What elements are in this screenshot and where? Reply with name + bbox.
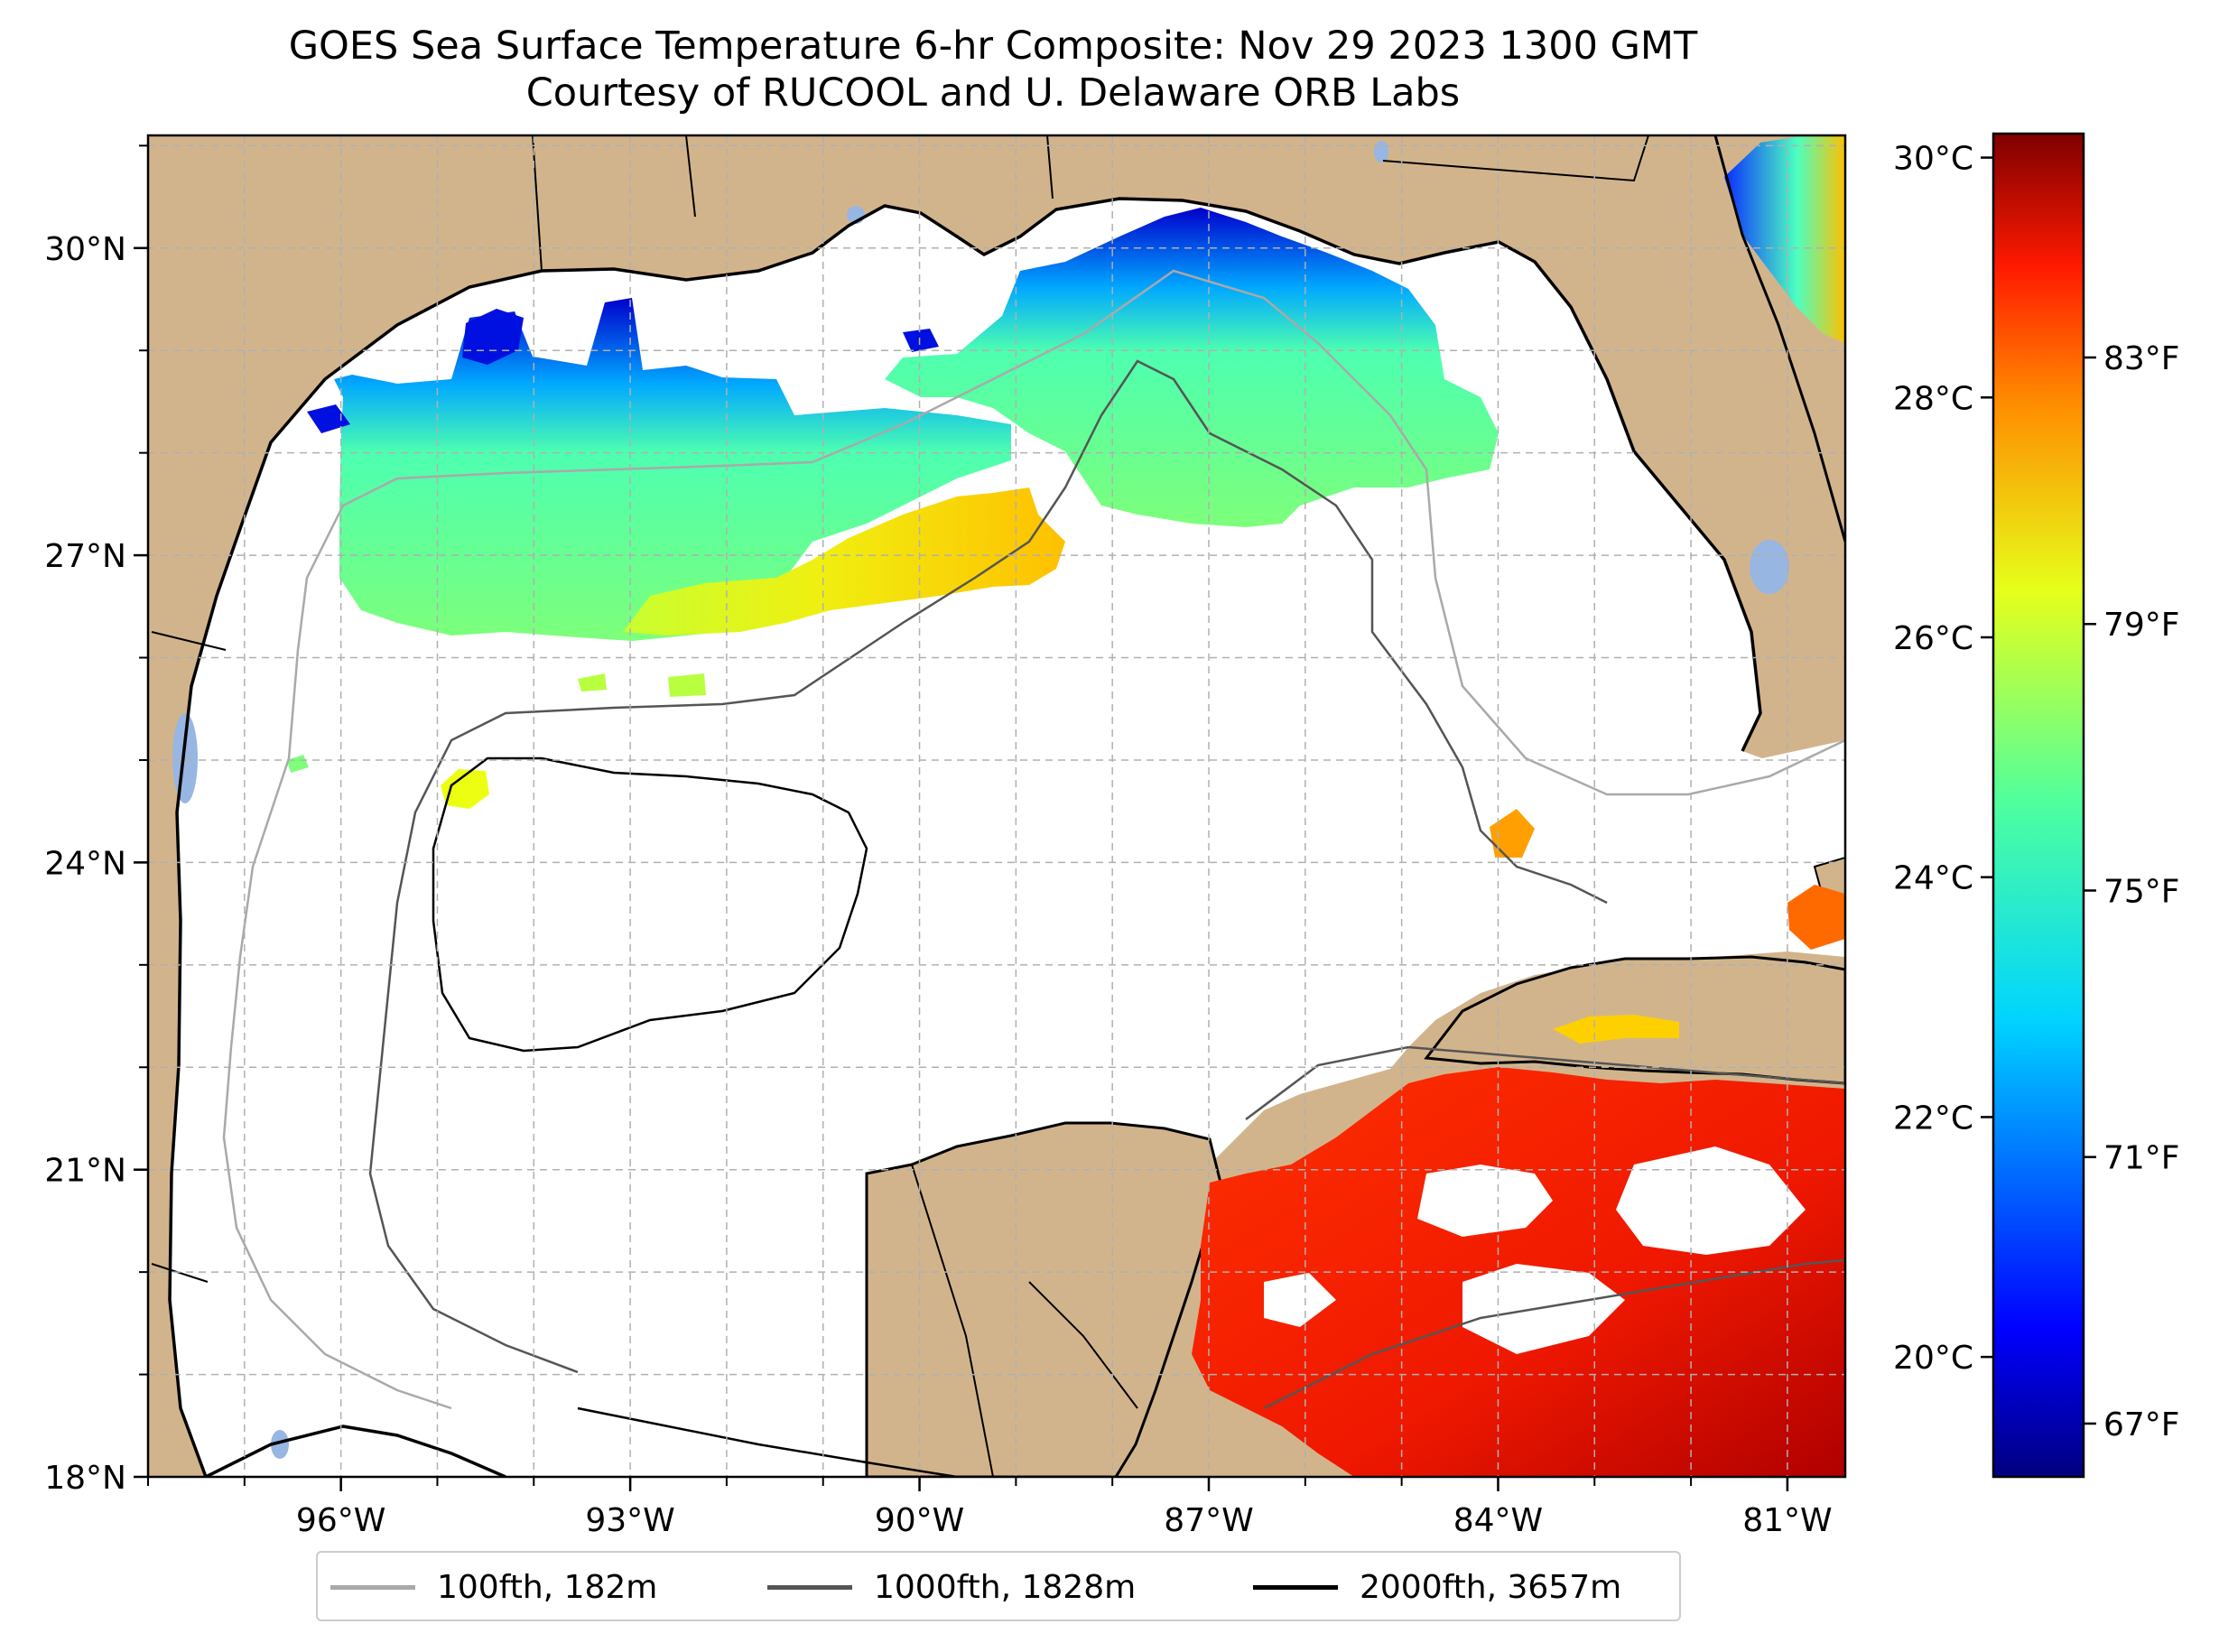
colorbar-fahrenheit-label: 79°F bbox=[2103, 607, 2180, 644]
legend-line-1000fth bbox=[767, 1584, 852, 1590]
sst-orange-spot-east bbox=[1787, 885, 1845, 950]
colorbar-celsius-label: 24°C bbox=[1893, 860, 1973, 897]
texas-lagoon bbox=[172, 713, 198, 803]
legend-item-1000fth: 1000fth, 1828m bbox=[767, 1565, 1136, 1609]
lake-small-3 bbox=[271, 1430, 289, 1459]
legend-label-2000fth: 2000fth, 3657m bbox=[1360, 1568, 1622, 1606]
colorbar-fahrenheit-label: 83°F bbox=[2103, 340, 2180, 377]
sst-south-gaps bbox=[1264, 1146, 1806, 1354]
lon-tick-label: 84°W bbox=[1453, 1502, 1543, 1539]
latitude-axis: 30°N 27°N 24°N 21°N 18°N bbox=[44, 144, 148, 1497]
colorbar-fahrenheit-label: 67°F bbox=[2103, 1406, 2180, 1443]
colorbar-celsius-axis: 30°C 28°C 26°C 24°C 22°C 20°C bbox=[1893, 141, 1993, 1377]
us-coastline bbox=[168, 197, 1762, 1477]
colorbar-celsius-label: 26°C bbox=[1893, 620, 1973, 657]
contour-1000fth bbox=[368, 359, 1608, 1374]
lat-tick-label: 30°N bbox=[44, 231, 126, 268]
colorbar-celsius-label: 30°C bbox=[1893, 141, 1973, 178]
bathymetry-legend: 100fth, 182m 1000fth, 1828m 2000fth, 365… bbox=[316, 1551, 1681, 1621]
state-borders bbox=[151, 135, 1649, 1477]
contour-caribbean bbox=[1245, 1045, 1845, 1410]
legend-line-100fth bbox=[330, 1584, 415, 1590]
sst-orange-spot-fl bbox=[1490, 809, 1535, 858]
florida-east-coast bbox=[1713, 135, 1845, 543]
lon-tick-label: 96°W bbox=[296, 1502, 385, 1539]
colorbar-fahrenheit-label: 71°F bbox=[2103, 1140, 2180, 1177]
colorbar-fahrenheit-axis: 83°F 79°F 75°F 71°F 67°F bbox=[2084, 340, 2180, 1443]
lon-tick-label: 81°W bbox=[1742, 1502, 1832, 1539]
mexico-coastline bbox=[205, 1425, 506, 1477]
sst-green-spot-west bbox=[287, 755, 309, 773]
lat-tick-label: 27°N bbox=[44, 538, 126, 575]
sst-yellow-spot-west bbox=[441, 769, 489, 809]
lon-tick-label: 90°W bbox=[875, 1502, 964, 1539]
legend-label-1000fth: 1000fth, 1828m bbox=[874, 1568, 1137, 1606]
lat-tick-label: 21°N bbox=[44, 1153, 126, 1190]
lat-tick-label: 18°N bbox=[44, 1460, 126, 1497]
legend-label-100fth: 100fth, 182m bbox=[437, 1568, 658, 1606]
sst-florida-east bbox=[1724, 135, 1845, 343]
lake-small-1 bbox=[1374, 141, 1388, 162]
lon-tick-label: 87°W bbox=[1164, 1502, 1253, 1539]
map-frame bbox=[146, 134, 1847, 1479]
sst-blue-spots-north bbox=[307, 309, 939, 433]
lat-tick-label: 24°N bbox=[44, 845, 126, 882]
legend-item-2000fth: 2000fth, 3657m bbox=[1253, 1565, 1621, 1609]
colorbar-celsius-label: 20°C bbox=[1893, 1340, 1973, 1377]
colorbar-celsius-label: 28°C bbox=[1893, 380, 1973, 417]
sst-green-spots-mid bbox=[578, 673, 706, 697]
colorbar bbox=[1992, 132, 2085, 1479]
longitude-axis: 96°W 93°W 90°W 87°W 84°W 81°W bbox=[147, 1477, 1833, 1539]
sst-north-patch-central bbox=[885, 208, 1499, 527]
contour-2000fth bbox=[432, 756, 958, 1477]
map-title-line-1: GOES Sea Surface Temperature 6-hr Compos… bbox=[288, 23, 1698, 69]
colorbar-fahrenheit-label: 75°F bbox=[2103, 873, 2180, 910]
sst-yellow-cuba bbox=[1553, 1015, 1679, 1044]
legend-line-2000fth bbox=[1253, 1584, 1338, 1590]
contour-100fth bbox=[222, 269, 1845, 1410]
map-plot-area bbox=[148, 135, 1845, 1477]
map-title-line-2: Courtesy of RUCOOL and U. Delaware ORB L… bbox=[525, 70, 1461, 116]
legend-item-100fth: 100fth, 182m bbox=[330, 1565, 657, 1609]
colorbar-celsius-label: 22°C bbox=[1893, 1100, 1973, 1137]
lon-tick-label: 93°W bbox=[585, 1502, 674, 1539]
lake-okeechobee bbox=[1750, 540, 1789, 594]
sst-warm-tongue bbox=[623, 487, 1065, 636]
